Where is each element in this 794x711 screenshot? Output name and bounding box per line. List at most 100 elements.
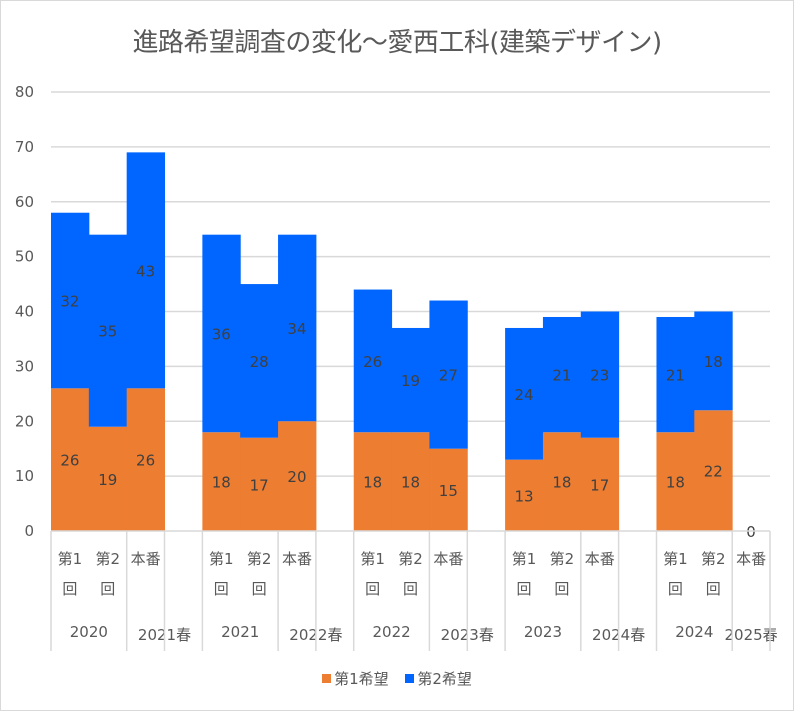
x-subcategory-label: 第2 [550,550,575,568]
x-subcategory-label: 回 [62,580,77,598]
x-group-spring-label: 2025春 [724,626,777,644]
x-subcategory-label: 第1 [512,550,537,568]
y-tick-label: 40 [15,303,34,321]
data-label: 19 [98,471,117,489]
bar-segment [580,437,620,531]
data-label: 17 [590,476,609,494]
data-label: 23 [590,367,609,385]
data-label: 18 [552,474,571,492]
x-subcategory-label: 本番 [433,550,463,568]
legend-item-second-choice: 第2希望 [405,668,472,689]
data-label: 15 [439,482,458,500]
x-subcategory-label: 回 [706,580,721,598]
legend-label-second-choice: 第2希望 [417,670,472,688]
bar-segment [542,432,582,531]
x-subcategory-label: 回 [214,580,229,598]
x-subcategory-label: 第2 [701,550,726,568]
bar-segment [505,327,544,460]
x-subcategory-label: 第1 [209,550,234,568]
bars [51,152,733,531]
bar-segment [126,388,166,531]
data-label: 21 [552,367,571,385]
legend-swatch-second-choice [405,674,415,683]
bar-segment [88,234,128,427]
data-label: 18 [666,474,685,492]
data-label: 26 [136,452,155,470]
bar-segment [656,316,695,433]
x-subcategory-label: 本番 [585,550,615,568]
bar-segment [505,459,544,531]
bar-segment [202,234,241,433]
bar-segment [542,316,582,433]
data-label: 26 [363,353,382,371]
data-label: 22 [704,463,723,481]
data-label: 27 [439,367,458,385]
x-subcategory-label: 回 [403,580,418,598]
x-subcategory-label: 第2 [398,550,423,568]
x-subcategory-label: 本番 [736,550,766,568]
data-label: 24 [514,386,533,404]
x-subcategory-label: 第2 [247,550,272,568]
bar-segment [353,289,393,433]
y-tick-label: 50 [15,248,34,266]
y-tick-label: 20 [15,412,34,430]
data-label: 34 [287,320,306,338]
bar-segment [391,327,430,433]
bar-segment [656,432,695,531]
data-label: 21 [666,367,685,385]
bar-segment [88,426,128,531]
x-group-year-label: 2020 [70,623,108,641]
data-label: 18 [401,474,420,492]
data-label: 17 [250,476,269,494]
data-label: 43 [136,262,155,280]
data-label: 26 [60,452,79,470]
bar-segment [353,432,393,531]
bar-segment [580,311,620,438]
y-tick-label: 60 [15,193,34,211]
data-label: 0 [746,523,756,541]
data-label: 18 [704,353,723,371]
x-group-year-label: 2024 [675,623,713,641]
x-subcategory-label: 第2 [95,550,120,568]
x-subcategory-label: 回 [100,580,115,598]
bar-segment [694,410,733,531]
bar-segment [429,300,468,449]
bar-segment [126,152,166,389]
legend-item-first-choice: 第1希望 [322,668,389,689]
chart-title: 進路希望調査の変化～愛西工科(建築デザイン) [132,28,662,58]
y-axis: 0 10 20 30 40 50 60 70 80 [15,83,34,540]
bar-segment [694,311,733,411]
x-subcategory-label: 回 [365,580,380,598]
bar-segment [278,421,317,531]
bar-segment [278,234,317,422]
data-label: 35 [98,323,117,341]
data-label: 32 [60,293,79,311]
x-subcategory-label: 回 [668,580,683,598]
data-label: 19 [401,372,420,390]
data-label: 20 [287,468,306,486]
x-subcategory-label: 回 [517,580,532,598]
data-label: 18 [212,474,231,492]
y-tick-label: 70 [15,138,34,156]
x-subcategory-label: 第1 [360,550,385,568]
bar-segment [240,437,279,531]
bar-segment [202,432,241,531]
y-tick-label: 80 [15,83,34,101]
x-subcategory-label: 第1 [58,550,83,568]
x-group-year-label: 2022 [372,623,410,641]
y-tick-label: 30 [15,357,34,375]
x-group-year-label: 2023 [524,623,562,641]
y-tick-label: 10 [15,467,34,485]
legend: 第1希望 第2希望 [0,668,794,689]
data-label: 36 [212,325,231,343]
legend-swatch-first-choice [322,674,332,683]
bar-segment [240,284,279,438]
bar-segment [51,212,90,389]
bar-segment [429,448,468,531]
data-labels: 26 32 19 35 26 43 18 36 17 28 20 34 18 26 18 19 15 27 13 24… [60,262,755,541]
x-subcategory-label: 回 [252,580,267,598]
x-group-year-label: 2021 [221,623,259,641]
y-tick-label: 0 [24,522,34,540]
